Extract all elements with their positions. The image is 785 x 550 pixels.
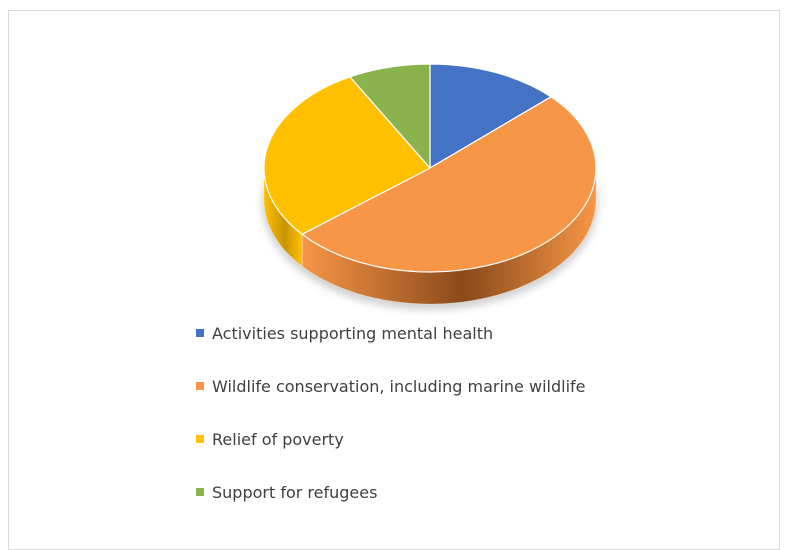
legend-label: Wildlife conservation, including marine … bbox=[212, 376, 586, 396]
legend-swatch-wildlife-conservation bbox=[196, 382, 204, 390]
legend-item: Activities supporting mental health bbox=[196, 320, 585, 346]
pie-slice bbox=[429, 63, 552, 169]
legend-swatch-mental-health bbox=[196, 329, 204, 337]
legend-swatch-relief-of-poverty bbox=[196, 435, 204, 443]
legend: Activities supporting mental health Wild… bbox=[196, 320, 585, 532]
legend-swatch-support-for-refugees bbox=[196, 488, 204, 496]
pie-slice bbox=[263, 76, 431, 235]
legend-label: Support for refugees bbox=[212, 482, 378, 502]
legend-item: Relief of poverty bbox=[196, 426, 585, 452]
pie-chart bbox=[262, 63, 598, 310]
pie-slice bbox=[301, 96, 597, 273]
legend-item: Support for refugees bbox=[196, 479, 585, 505]
pie-slice bbox=[349, 63, 431, 169]
legend-label: Activities supporting mental health bbox=[212, 323, 494, 343]
legend-item: Wildlife conservation, including marine … bbox=[196, 373, 585, 399]
legend-label: Relief of poverty bbox=[212, 429, 344, 449]
